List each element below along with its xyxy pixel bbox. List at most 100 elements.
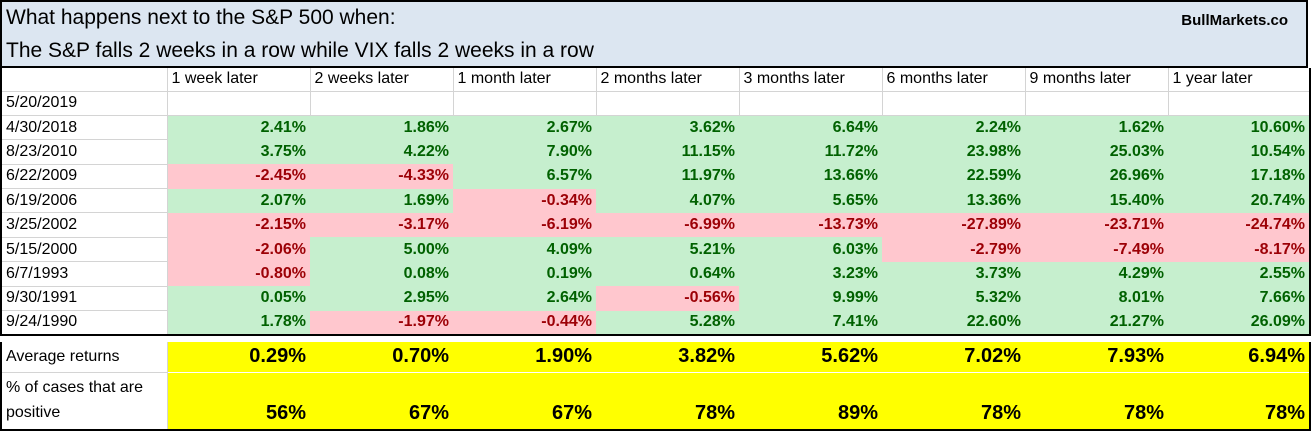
return-cell: -24.74% xyxy=(1168,212,1311,238)
return-cell xyxy=(1025,91,1169,116)
return-cell xyxy=(310,91,454,116)
return-cell xyxy=(882,91,1026,116)
row-date: 5/20/2019 xyxy=(0,91,168,116)
return-cell: 4.07% xyxy=(596,188,739,213)
return-cell: 10.60% xyxy=(1168,115,1311,140)
column-header-row: 1 week later 2 weeks later 1 month later 2 … xyxy=(0,68,1311,92)
return-cell: 13.36% xyxy=(882,188,1025,213)
table-row: 9/24/1990 1.78% -1.97% -0.44% 5.28% 7.41% 22.6… xyxy=(0,310,1311,336)
return-cell: 2.07% xyxy=(167,188,310,213)
return-cell: 20.74% xyxy=(1168,188,1311,213)
return-cell: -0.80% xyxy=(167,261,310,287)
return-cell: 1.78% xyxy=(167,310,310,336)
return-cell: 3.62% xyxy=(596,115,739,140)
return-cell: 22.59% xyxy=(882,164,1025,189)
return-cell: 1.69% xyxy=(310,188,453,213)
summary-value: 7.93% xyxy=(1025,342,1168,373)
return-cell: -3.17% xyxy=(310,212,453,238)
return-cell: 5.28% xyxy=(596,310,739,336)
summary-value: 5.62% xyxy=(739,342,882,373)
return-cell: -13.73% xyxy=(739,212,882,238)
column-header: 1 month later xyxy=(453,68,597,92)
subtitle-bar: The S&P falls 2 weeks in a row while VIX… xyxy=(0,34,1308,68)
return-cell: -0.44% xyxy=(453,310,596,336)
row-date: 9/24/1990 xyxy=(0,310,168,336)
return-cell xyxy=(1168,91,1311,116)
returns-table: 1 week later 2 weeks later 1 month later 2 … xyxy=(0,68,1311,336)
table-row: 5/20/2019 xyxy=(0,91,1311,116)
return-cell xyxy=(739,91,883,116)
summary-label: Average returns xyxy=(0,342,168,373)
return-cell: 3.73% xyxy=(882,261,1025,287)
return-cell: 10.54% xyxy=(1168,139,1311,165)
return-cell: 11.15% xyxy=(596,139,739,165)
return-cell: 11.97% xyxy=(596,164,739,189)
summary-value: 78% xyxy=(882,372,1025,431)
return-cell: 17.18% xyxy=(1168,164,1311,189)
return-cell: 6.57% xyxy=(453,164,596,189)
column-header: 2 months later xyxy=(596,68,740,92)
return-cell: -7.49% xyxy=(1025,237,1168,262)
row-date: 6/19/2006 xyxy=(0,188,168,214)
summary-value: 78% xyxy=(1168,372,1311,431)
row-date: 3/25/2002 xyxy=(0,212,168,238)
return-cell: 3.75% xyxy=(167,139,310,165)
return-cell: 4.29% xyxy=(1025,261,1168,287)
return-cell: 2.67% xyxy=(453,115,596,140)
return-cell: 23.98% xyxy=(882,139,1025,165)
percent-positive-row: % of cases that are positive 56% 67% 67% 78%… xyxy=(0,372,1311,431)
return-cell: 5.21% xyxy=(596,237,739,262)
return-cell: -2.06% xyxy=(167,237,310,262)
return-cell: -2.45% xyxy=(167,164,310,189)
column-header: 9 months later xyxy=(1025,68,1169,92)
title-line-1: What happens next to the S&P 500 when: xyxy=(6,6,396,29)
return-cell: 11.72% xyxy=(739,139,882,165)
return-cell: 3.23% xyxy=(739,261,882,287)
return-cell: 2.24% xyxy=(882,115,1025,140)
return-cell: 8.01% xyxy=(1025,286,1168,311)
return-cell: 0.05% xyxy=(167,286,310,311)
row-date: 4/30/2018 xyxy=(0,115,168,141)
return-cell: 13.66% xyxy=(739,164,882,189)
summary-value: 67% xyxy=(453,372,596,431)
column-header: 6 months later xyxy=(882,68,1026,92)
summary-value: 89% xyxy=(739,372,882,431)
summary-value: 0.70% xyxy=(310,342,453,373)
return-cell: 5.00% xyxy=(310,237,453,262)
return-cell: 1.86% xyxy=(310,115,453,140)
column-header: 3 months later xyxy=(739,68,883,92)
return-cell: -2.79% xyxy=(882,237,1025,262)
return-cell: -0.34% xyxy=(453,188,596,213)
summary-table: Average returns 0.29% 0.70% 1.90% 3.82% 5.62%… xyxy=(0,342,1311,431)
column-header: 1 year later xyxy=(1168,68,1311,92)
summary-value: 78% xyxy=(596,372,739,431)
return-cell: -6.99% xyxy=(596,212,739,238)
summary-value: 56% xyxy=(167,372,310,431)
table-row: 6/19/2006 2.07% 1.69% -0.34% 4.07% 5.65% 13.36… xyxy=(0,188,1311,214)
row-date: 8/23/2010 xyxy=(0,139,168,165)
return-cell: 0.08% xyxy=(310,261,453,287)
return-cell: 5.65% xyxy=(739,188,882,213)
return-cell: 7.41% xyxy=(739,310,882,336)
return-cell: -1.97% xyxy=(310,310,453,336)
summary-value: 78% xyxy=(1025,372,1168,431)
return-cell: 15.40% xyxy=(1025,188,1168,213)
return-cell: 7.66% xyxy=(1168,286,1311,311)
return-cell: 22.60% xyxy=(882,310,1025,336)
return-cell: 25.03% xyxy=(1025,139,1168,165)
return-cell: -2.15% xyxy=(167,212,310,238)
return-cell: -27.89% xyxy=(882,212,1025,238)
summary-label: % of cases that are positive xyxy=(0,372,168,431)
return-cell: 2.55% xyxy=(1168,261,1311,287)
row-date: 6/7/1993 xyxy=(0,261,168,287)
title-line-2: The S&P falls 2 weeks in a row while VIX… xyxy=(6,39,594,62)
return-cell: 26.96% xyxy=(1025,164,1168,189)
return-cell: 0.64% xyxy=(596,261,739,287)
table-row: 5/15/2000 -2.06% 5.00% 4.09% 5.21% 6.03% -2.79… xyxy=(0,237,1311,263)
table-row: 9/30/1991 0.05% 2.95% 2.64% -0.56% 9.99% 5.32%… xyxy=(0,286,1311,312)
title-bar: What happens next to the S&P 500 when: B… xyxy=(0,0,1308,34)
return-cell: 21.27% xyxy=(1025,310,1168,336)
average-returns-row: Average returns 0.29% 0.70% 1.90% 3.82% 5.62%… xyxy=(0,342,1311,373)
return-cell xyxy=(453,91,597,116)
return-cell: 26.09% xyxy=(1168,310,1311,336)
